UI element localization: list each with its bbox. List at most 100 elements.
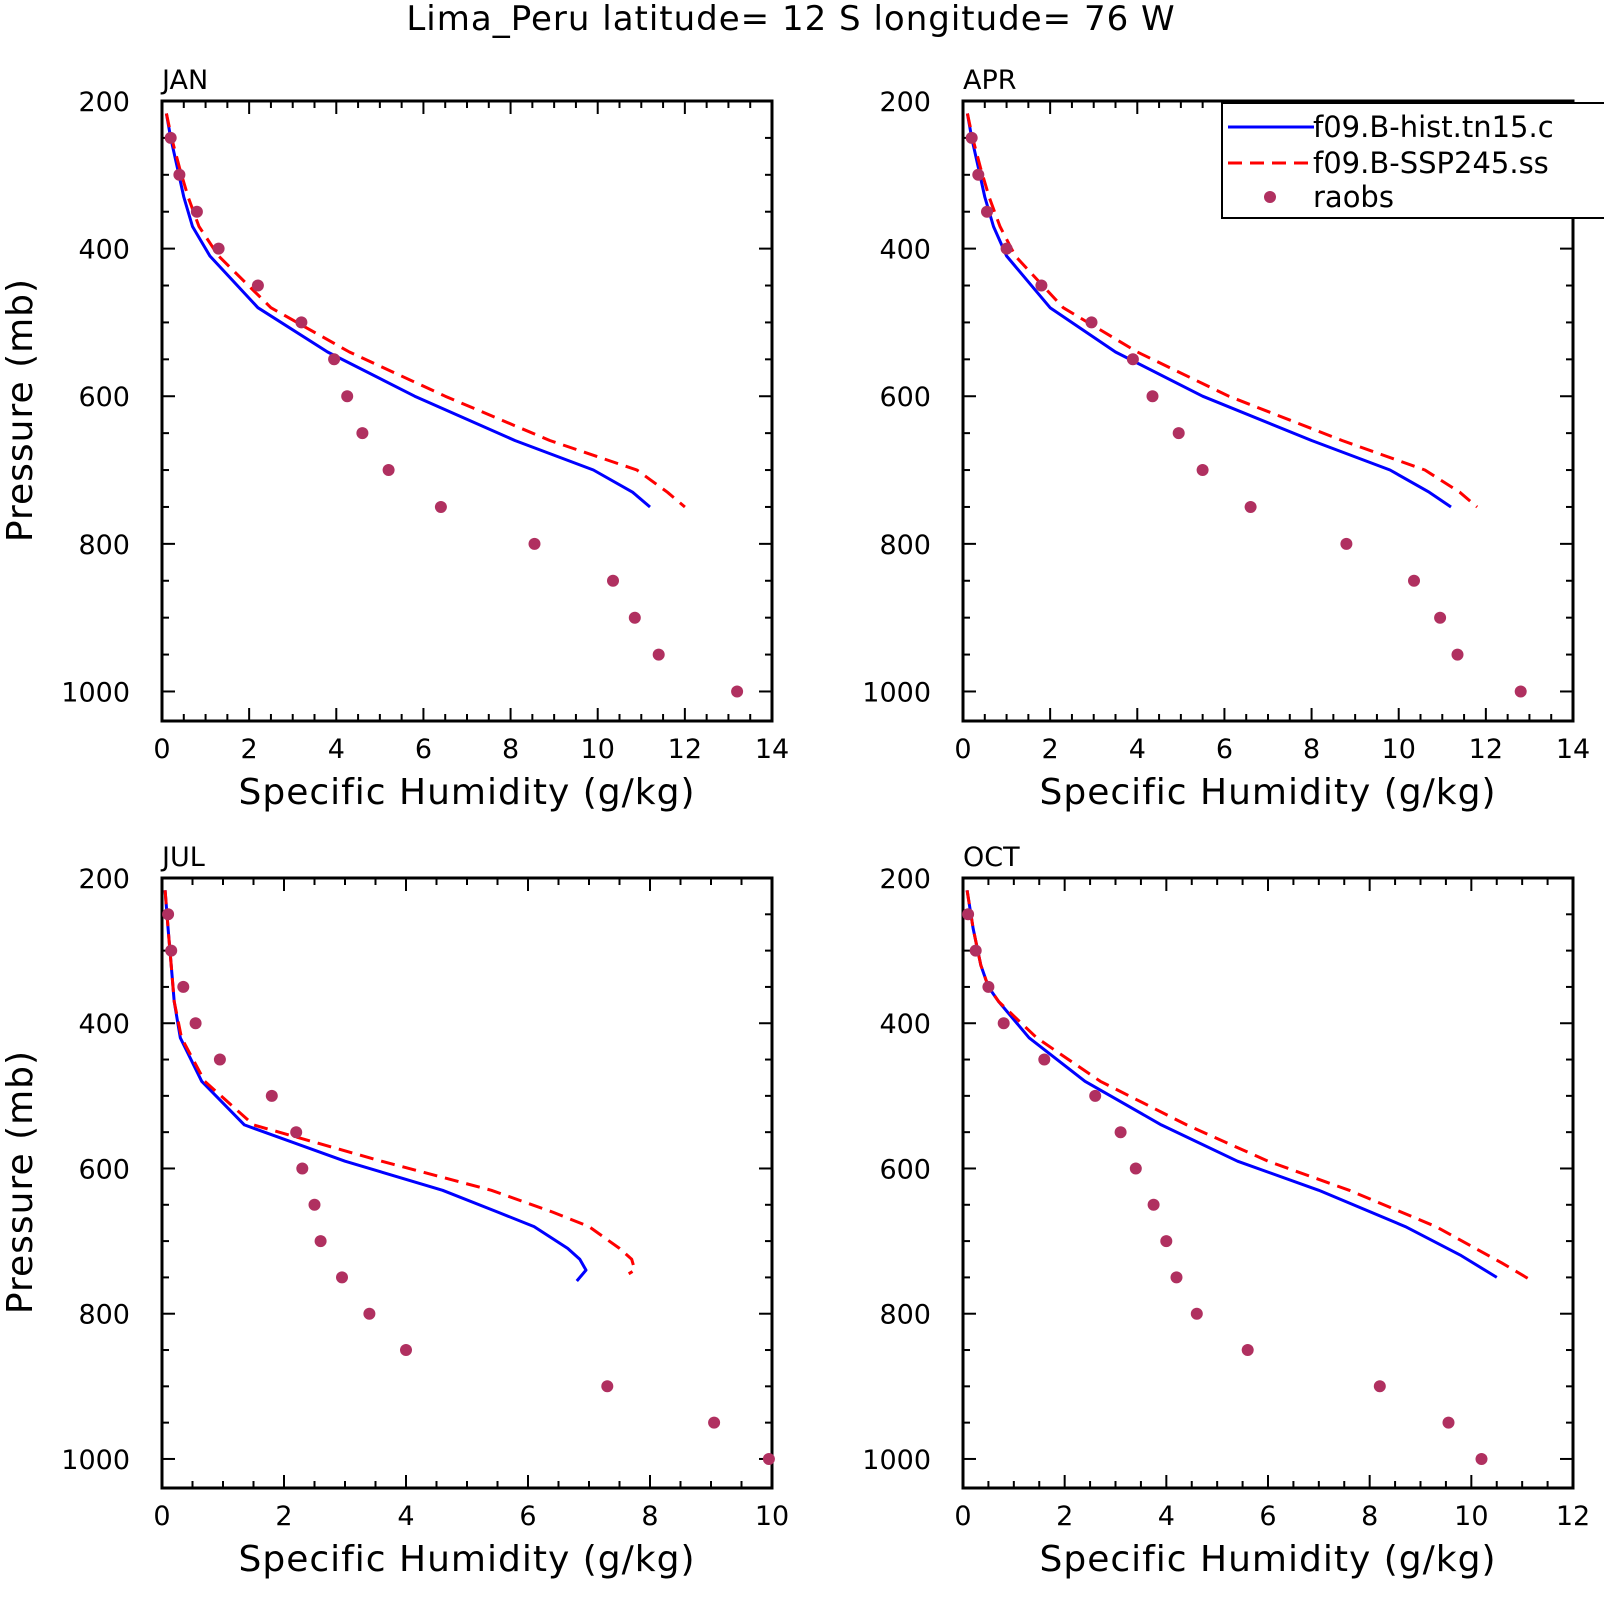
raobs-point: [265, 1089, 278, 1102]
panel-jul: JUL 0 2 4 6 8 10 200 400 600 800 1000 Specific Humid…: [0, 842, 789, 1580]
raobs-point: [1126, 353, 1139, 366]
raobs-point: [251, 279, 264, 292]
x-tick-label: 8: [502, 734, 519, 765]
y-tick-label: 600: [78, 382, 130, 413]
raobs-point: [1190, 1307, 1203, 1320]
x-tick-label: 0: [153, 734, 170, 765]
raobs-point: [1000, 242, 1013, 255]
raobs-point: [969, 944, 982, 957]
raobs-point: [1038, 1053, 1051, 1066]
raobs-point: [731, 685, 744, 698]
raobs-point: [162, 908, 175, 921]
plot-frame: [160, 99, 774, 723]
panel-jan: JAN 0 2 4 6 8 10 12 14 200 400 600 800 1000 Specific H…: [0, 65, 789, 813]
raobs-point: [308, 1198, 321, 1211]
raobs-point: [165, 944, 178, 957]
x-tick-label: 8: [641, 1501, 658, 1532]
raobs-point: [997, 1017, 1010, 1030]
y-tick-label: 200: [78, 864, 130, 895]
x-tick-label: 6: [1216, 734, 1233, 765]
raobs-point: [400, 1344, 412, 1356]
x-tick-label: 12: [1469, 734, 1503, 765]
plot-frame: [961, 876, 1575, 1490]
raobs-point: [296, 1162, 309, 1175]
raobs-point: [328, 353, 341, 366]
raobs-point: [1129, 1162, 1142, 1175]
x-tick-label: 10: [581, 734, 615, 765]
x-tick-label: 2: [241, 734, 258, 765]
raobs-point: [1147, 1198, 1160, 1211]
raobs-point: [434, 501, 447, 513]
legend-label-hist: f09.B-hist.tn15.c: [1313, 110, 1554, 144]
panel-oct: OCT 0 2 4 6 8 10 12 200 400 600 800 1000 Specific Hum…: [862, 842, 1590, 1580]
raobs-point: [1172, 427, 1185, 440]
x-tick-label: 12: [1556, 1501, 1590, 1532]
raobs-point: [190, 205, 203, 218]
series-line-ssp245: [163, 890, 637, 1276]
raobs-point: [1442, 1416, 1455, 1429]
raobs-point: [212, 242, 225, 255]
y-tick-label: 400: [879, 1009, 931, 1040]
raobs-point: [164, 131, 177, 144]
raobs-point: [213, 1053, 226, 1066]
x-tick-label: 10: [755, 1501, 789, 1532]
y-tick-label: 400: [78, 1009, 130, 1040]
raobs-point: [1408, 574, 1420, 587]
x-tick-label: 10: [1382, 734, 1416, 765]
raobs-point: [708, 1416, 721, 1429]
series-line-ssp245: [965, 113, 1479, 509]
panel-title: APR: [963, 65, 1017, 96]
x-tick-label: 12: [668, 734, 702, 765]
raobs-point: [1089, 1089, 1102, 1102]
y-tick-label: 600: [78, 1154, 130, 1185]
raobs-point: [295, 316, 308, 329]
raobs-point: [356, 427, 369, 440]
raobs-point: [363, 1307, 376, 1320]
raobs-point: [1373, 1380, 1386, 1393]
legend-box: [1221, 102, 1604, 219]
x-tick-label: 0: [954, 1501, 971, 1532]
raobs-point: [1340, 537, 1353, 550]
series-line-ssp245: [965, 890, 1534, 1283]
x-tick-label: 0: [153, 1501, 170, 1532]
panel-title: JUL: [160, 842, 205, 873]
y-axis-title: Pressure (mb): [0, 1050, 41, 1314]
raobs-point: [965, 131, 978, 144]
raobs-point: [962, 908, 975, 921]
raobs-point: [341, 390, 354, 403]
y-tick-label: 1000: [61, 1445, 130, 1476]
x-tick-label: 8: [1303, 734, 1320, 765]
x-axis-title: Specific Humidity (g/kg): [1039, 1539, 1496, 1580]
y-tick-label: 200: [879, 864, 931, 895]
raobs-point: [1170, 1271, 1183, 1284]
x-axis-title: Specific Humidity (g/kg): [1039, 772, 1496, 813]
raobs-point: [1241, 1344, 1254, 1356]
raobs-point: [1114, 1126, 1127, 1139]
raobs-point: [1475, 1453, 1488, 1465]
y-tick-label: 800: [78, 530, 130, 561]
raobs-point: [1160, 1235, 1173, 1248]
y-tick-label: 1000: [862, 1445, 931, 1476]
raobs-point: [628, 611, 641, 624]
x-tick-label: 4: [328, 734, 345, 765]
x-tick-label: 4: [1129, 734, 1146, 765]
y-tick-label: 600: [879, 382, 931, 413]
legend-label-raobs: raobs: [1313, 180, 1394, 214]
raobs-point: [652, 648, 665, 661]
x-tick-label: 4: [397, 1501, 414, 1532]
raobs-point: [1196, 464, 1209, 476]
y-tick-label: 200: [78, 87, 130, 118]
series-line-ssp245: [164, 113, 686, 509]
raobs-point: [1146, 390, 1159, 403]
x-tick-label: 6: [1259, 1501, 1276, 1532]
raobs-point: [981, 205, 993, 218]
legend: f09.B-hist.tn15.c f09.B-SSP245.ss raobs: [1221, 102, 1604, 219]
raobs-point: [314, 1235, 327, 1248]
series-line-hist: [164, 113, 651, 509]
x-tick-label: 0: [954, 734, 971, 765]
raobs-point: [1451, 648, 1464, 661]
x-axis-title: Specific Humidity (g/kg): [238, 772, 695, 813]
raobs-point: [336, 1271, 348, 1284]
x-tick-label: 14: [1556, 734, 1590, 765]
